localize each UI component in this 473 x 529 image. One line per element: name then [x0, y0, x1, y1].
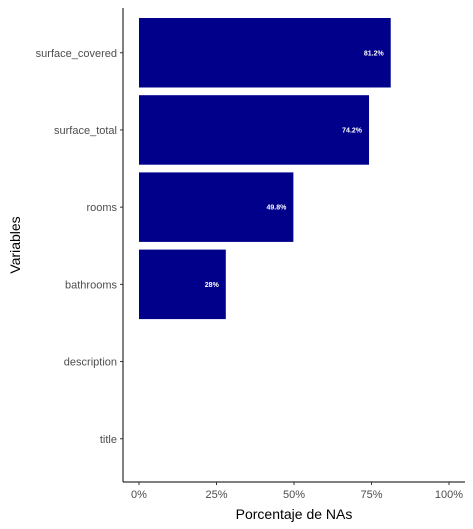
y-tick-label-title: title: [100, 434, 117, 446]
bar-surface_covered: [139, 18, 391, 88]
bars-layer: [139, 18, 391, 320]
data-label-rooms: 49.8%: [267, 205, 288, 212]
y-axis-title: Variables: [7, 216, 23, 273]
data-labels-layer: 81.2% 74.2% 49.8% 28%: [205, 50, 385, 289]
bar-rooms: [139, 172, 294, 242]
y-tick-label-surface_covered: surface_covered: [36, 48, 117, 60]
data-label-surface_covered: 81.2%: [364, 50, 385, 57]
x-tick-label: 25%: [205, 489, 227, 501]
bar-bathrooms: [139, 249, 226, 320]
x-tick-label: 100%: [435, 489, 463, 501]
x-axis-ticks: 0% 25% 50% 75% 100%: [131, 482, 463, 501]
data-label-bathrooms: 28%: [205, 282, 220, 289]
bar-surface_total: [139, 95, 370, 165]
data-label-surface_total: 74.2%: [342, 127, 363, 134]
y-tick-label-surface_total: surface_total: [54, 125, 117, 137]
x-axis-title: Porcentaje de NAs: [236, 506, 353, 522]
y-tick-label-bathrooms: bathrooms: [65, 279, 117, 291]
x-tick-label: 50%: [283, 489, 305, 501]
x-tick-label: 75%: [360, 489, 382, 501]
x-tick-label: 0%: [131, 489, 147, 501]
y-tick-label-description: description: [64, 357, 117, 369]
y-tick-label-rooms: rooms: [86, 202, 117, 214]
